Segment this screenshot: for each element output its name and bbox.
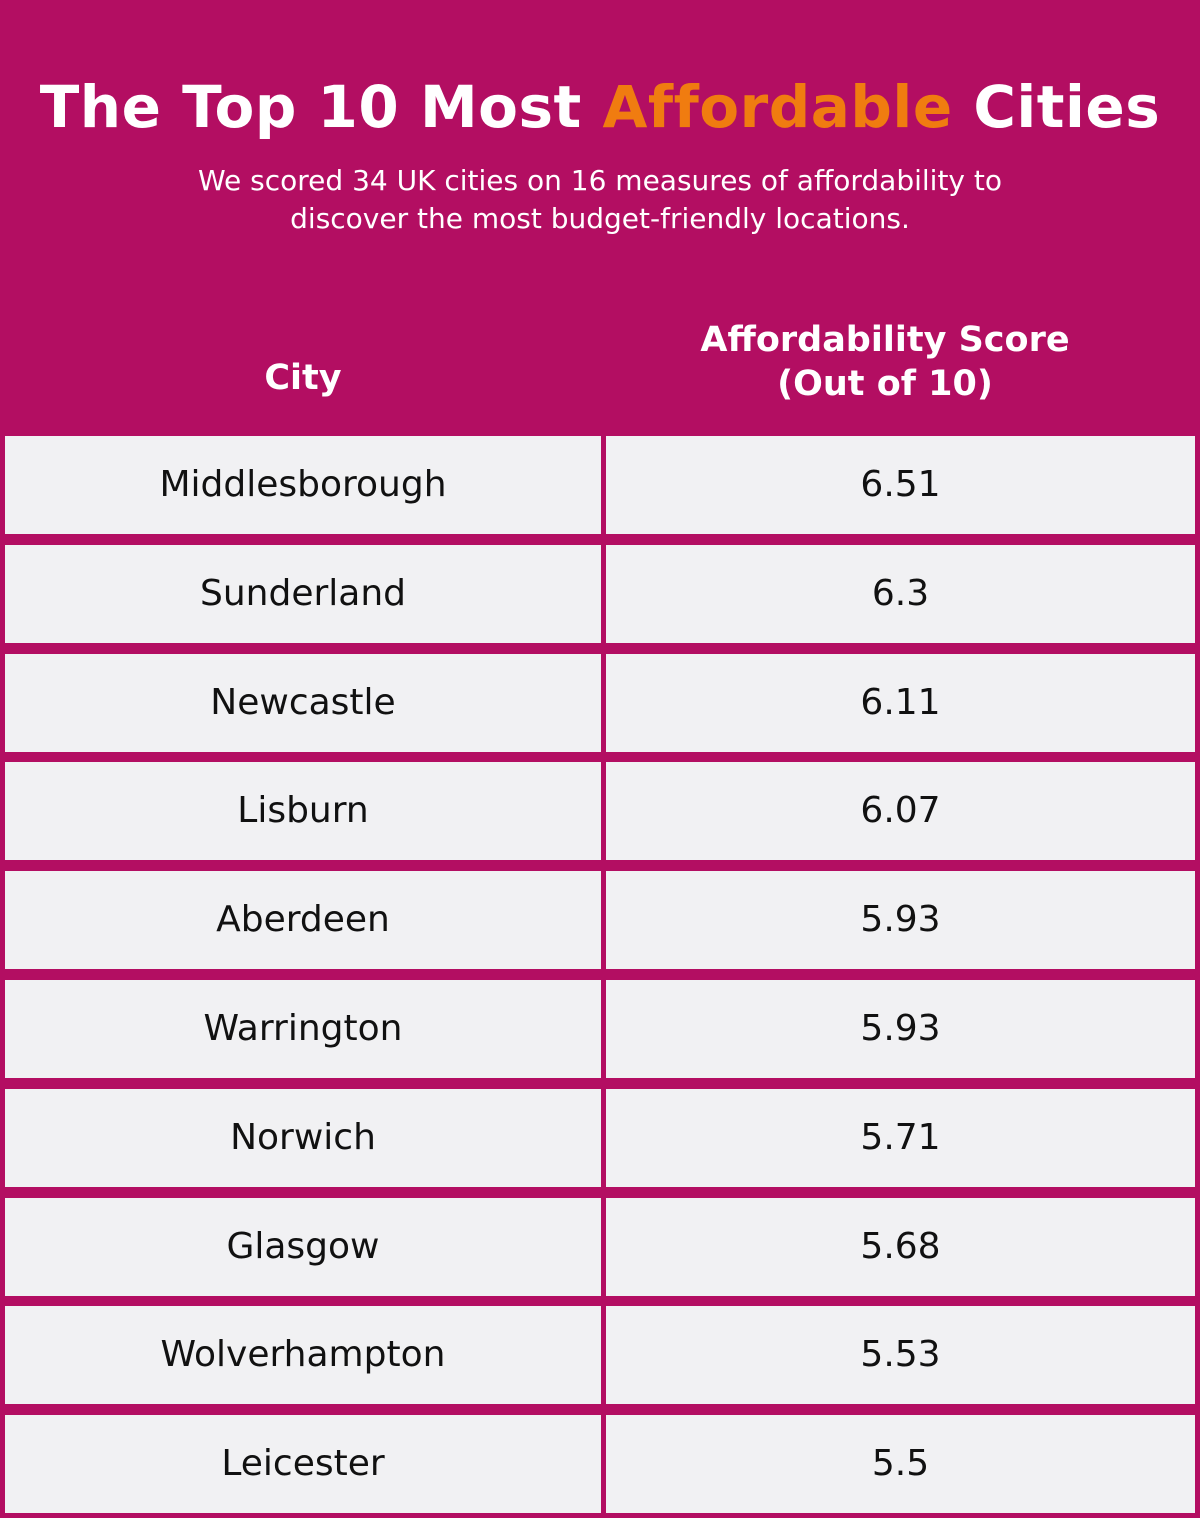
score-cell: 5.5 (606, 1415, 1195, 1514)
table-row: Wolverhampton 5.53 (0, 1306, 1200, 1405)
table-row: Lisburn 6.07 (0, 762, 1200, 861)
table-row: Leicester 5.5 (0, 1415, 1200, 1514)
city-cell: Leicester (5, 1415, 601, 1514)
column-header-score-line2: (Out of 10) (777, 364, 993, 404)
title-suffix: Cities (952, 73, 1161, 141)
table-row: Sunderland 6.3 (0, 544, 1200, 643)
score-cell: 5.71 (606, 1088, 1195, 1187)
city-cell: Newcastle (5, 653, 601, 752)
score-cell: 6.3 (606, 544, 1195, 643)
table-row: Middlesborough 6.51 (0, 436, 1200, 534)
city-cell: Wolverhampton (5, 1306, 601, 1405)
score-cell: 5.93 (606, 980, 1195, 1078)
city-cell: Aberdeen (5, 871, 601, 970)
column-header-city: City (264, 358, 342, 398)
column-header-score-line1: Affordability Score (700, 320, 1070, 360)
city-cell: Middlesborough (5, 436, 601, 534)
table-row: Aberdeen 5.93 (0, 871, 1200, 970)
score-cell: 5.93 (606, 871, 1195, 970)
score-cell: 5.53 (606, 1306, 1195, 1405)
title-highlight: Affordable (602, 73, 953, 141)
page-title: The Top 10 Most Affordable Cities (0, 68, 1200, 146)
column-header-score: Affordability Score (Out of 10) (606, 318, 1164, 406)
city-cell: Norwich (5, 1088, 601, 1187)
city-cell: Glasgow (5, 1197, 601, 1296)
score-cell: 5.68 (606, 1197, 1195, 1296)
table-row: Newcastle 6.11 (0, 653, 1200, 752)
table-row: Norwich 5.71 (0, 1088, 1200, 1187)
table-row: Glasgow 5.68 (0, 1197, 1200, 1296)
page-subtitle: We scored 34 UK cities on 16 measures of… (197, 164, 1002, 235)
city-cell: Lisburn (5, 762, 601, 861)
score-cell: 6.07 (606, 762, 1195, 861)
title-prefix: The Top 10 Most (39, 73, 603, 141)
score-cell: 6.51 (606, 436, 1195, 534)
city-cell: Warrington (5, 980, 601, 1078)
city-cell: Sunderland (5, 544, 601, 643)
table-row: Warrington 5.93 (0, 980, 1200, 1078)
score-cell: 6.11 (606, 653, 1195, 752)
